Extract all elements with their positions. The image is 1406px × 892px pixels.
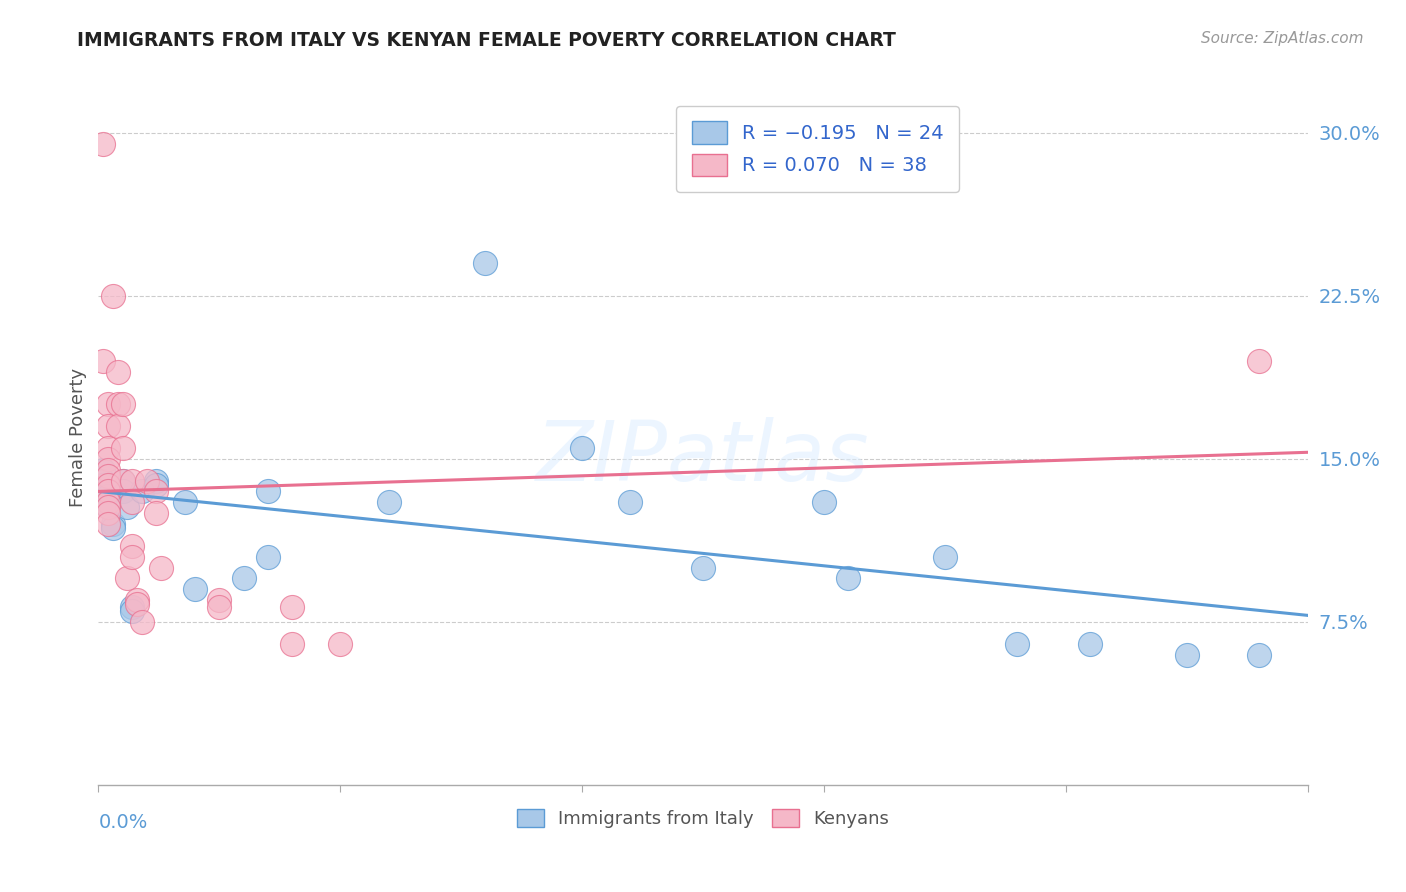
- Point: [91, 484, 114, 499]
- Legend: Immigrants from Italy, Kenyans: Immigrants from Italy, Kenyans: [509, 801, 897, 835]
- Y-axis label: Female Poverty: Female Poverty: [69, 368, 87, 507]
- Point: [111, 484, 134, 499]
- Point: [117, 571, 139, 585]
- Point: [208, 599, 231, 614]
- Text: Source: ZipAtlas.com: Source: ZipAtlas.com: [1201, 31, 1364, 46]
- Point: [97, 495, 120, 509]
- Point: [121, 549, 143, 564]
- Point: [127, 598, 149, 612]
- Point: [101, 289, 124, 303]
- Point: [111, 397, 134, 411]
- Text: 0.0%: 0.0%: [98, 813, 148, 832]
- Point: [107, 365, 129, 379]
- Point: [121, 539, 143, 553]
- Point: [256, 549, 278, 564]
- Point: [256, 484, 278, 499]
- Point: [121, 495, 143, 509]
- Point: [91, 474, 114, 488]
- Point: [184, 582, 207, 597]
- Point: [145, 478, 167, 492]
- Text: IMMIGRANTS FROM ITALY VS KENYAN FEMALE POVERTY CORRELATION CHART: IMMIGRANTS FROM ITALY VS KENYAN FEMALE P…: [77, 31, 896, 50]
- Point: [121, 604, 143, 618]
- Point: [97, 489, 120, 503]
- Point: [97, 463, 120, 477]
- Point: [1078, 637, 1101, 651]
- Point: [619, 495, 641, 509]
- Point: [111, 474, 134, 488]
- Point: [91, 463, 114, 477]
- Point: [145, 474, 167, 488]
- Point: [837, 571, 859, 585]
- Point: [1175, 648, 1198, 662]
- Point: [91, 354, 114, 368]
- Point: [135, 474, 157, 488]
- Point: [145, 506, 167, 520]
- Point: [97, 500, 120, 514]
- Point: [97, 478, 120, 492]
- Point: [97, 397, 120, 411]
- Point: [121, 474, 143, 488]
- Point: [377, 495, 399, 509]
- Point: [97, 484, 120, 499]
- Point: [101, 521, 124, 535]
- Point: [97, 506, 120, 520]
- Point: [97, 441, 120, 455]
- Point: [107, 419, 129, 434]
- Point: [91, 136, 114, 151]
- Point: [232, 571, 254, 585]
- Point: [813, 495, 835, 509]
- Point: [117, 500, 139, 514]
- Point: [474, 256, 496, 270]
- Point: [174, 495, 197, 509]
- Point: [121, 599, 143, 614]
- Point: [329, 637, 352, 651]
- Point: [111, 441, 134, 455]
- Point: [127, 593, 149, 607]
- Point: [111, 474, 134, 488]
- Point: [571, 441, 593, 455]
- Point: [107, 397, 129, 411]
- Point: [1007, 637, 1029, 651]
- Point: [150, 560, 173, 574]
- Point: [145, 484, 167, 499]
- Text: ZIPatlas: ZIPatlas: [536, 417, 870, 499]
- Point: [692, 560, 714, 574]
- Point: [97, 516, 120, 531]
- Point: [101, 516, 124, 531]
- Point: [131, 615, 153, 629]
- Point: [97, 500, 120, 514]
- Point: [281, 637, 304, 651]
- Point: [281, 599, 304, 614]
- Point: [97, 451, 120, 466]
- Point: [91, 478, 114, 492]
- Point: [97, 419, 120, 434]
- Point: [97, 469, 120, 483]
- Point: [934, 549, 956, 564]
- Point: [131, 484, 153, 499]
- Point: [208, 593, 231, 607]
- Point: [1249, 354, 1271, 368]
- Point: [1249, 648, 1271, 662]
